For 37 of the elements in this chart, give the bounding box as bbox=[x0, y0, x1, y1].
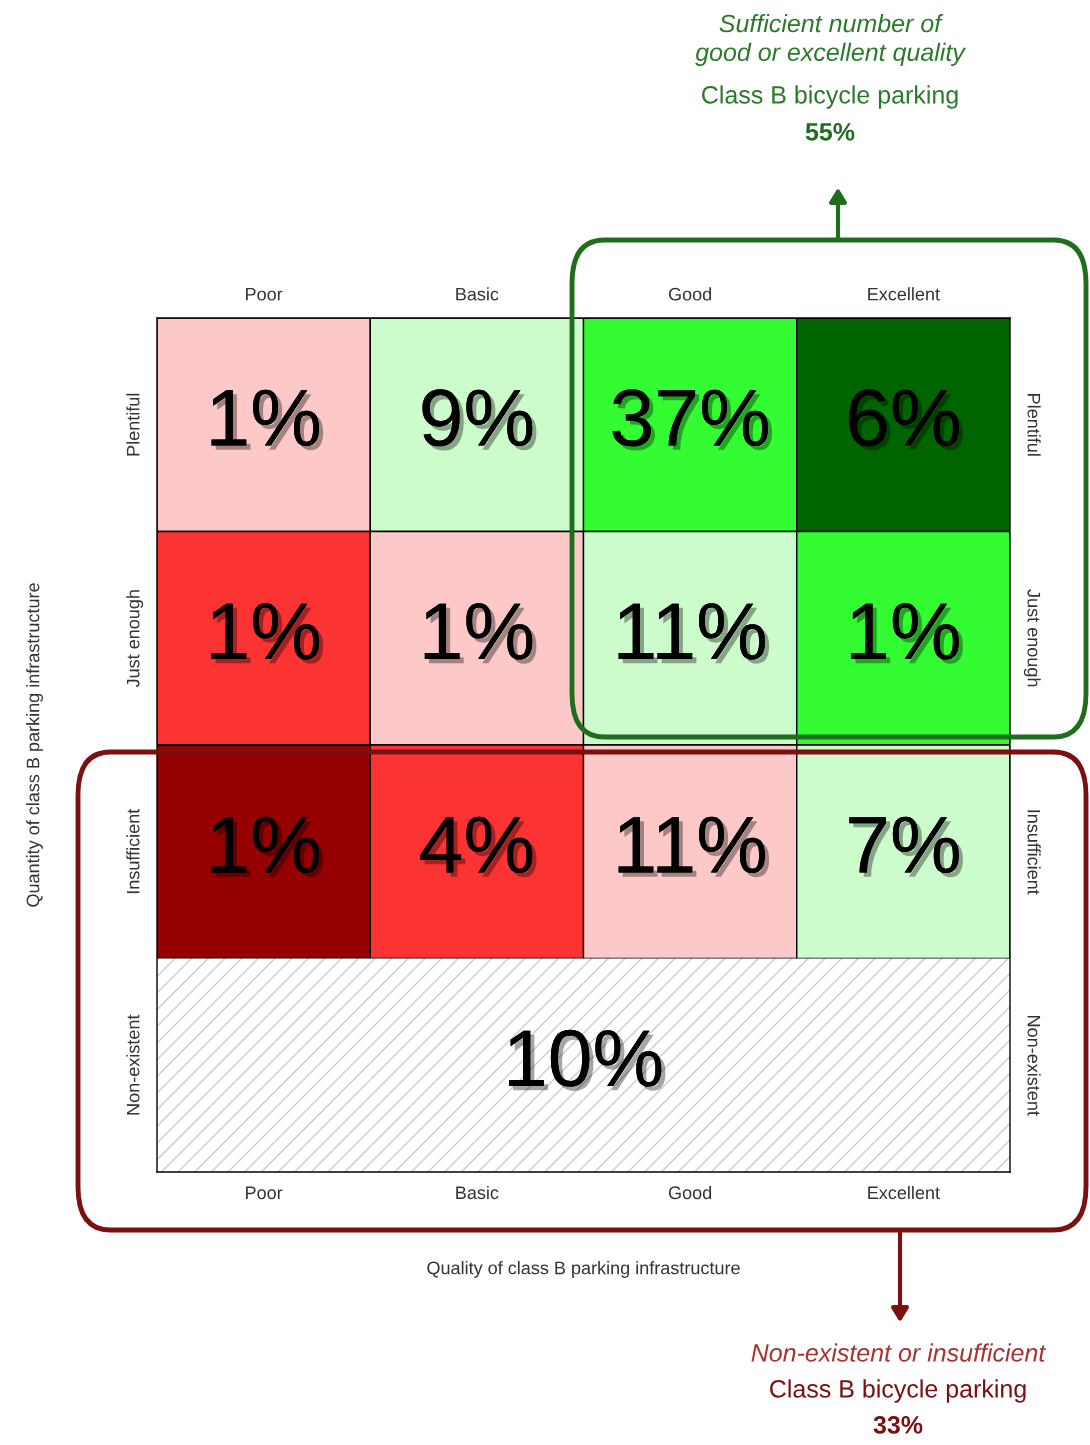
y2-tick-label: Non-existent bbox=[126, 1014, 140, 1115]
data-label: 7% bbox=[849, 816, 963, 878]
text: Sufficient number of good or excellent quality bbox=[695, 13, 967, 67]
y2-tick-label: Just enough bbox=[126, 590, 144, 688]
category-label: Basic bbox=[456, 287, 499, 301]
text: Non-existent or insufficient bbox=[751, 1343, 1047, 1362]
text: Class B bicycle parking bbox=[702, 85, 958, 109]
y-tick-label: Non-existent bbox=[1027, 1016, 1041, 1116]
text: 33% bbox=[873, 1416, 923, 1434]
x-tick-label: Poor bbox=[246, 1186, 283, 1200]
y-tick-label: Just enough bbox=[1023, 589, 1041, 687]
data-label: 4% bbox=[420, 816, 537, 878]
data-label: 1% bbox=[424, 603, 537, 664]
category-label: Excellent bbox=[868, 287, 940, 301]
x-tick-label: Excellent bbox=[868, 1185, 940, 1200]
data-label: 37% bbox=[612, 389, 773, 451]
y-tick-label: Plentiful bbox=[1027, 394, 1041, 456]
x-axis-title: Quality of class B parking infrastructure bbox=[427, 1261, 740, 1278]
data-label: 1% bbox=[851, 603, 963, 664]
data-label: 11% bbox=[618, 816, 770, 878]
x-tick-label: Good bbox=[668, 1185, 712, 1200]
data-label: 9% bbox=[422, 389, 537, 451]
y-tick-label: Insufficient bbox=[1027, 810, 1041, 895]
y-axis-title: Quantity of class B parking infrastructure bbox=[26, 583, 43, 907]
text: Class B bicycle parking bbox=[770, 1379, 1026, 1403]
data-label: 1% bbox=[211, 603, 324, 664]
x-tick-label: Basic bbox=[456, 1185, 499, 1200]
data-label: 1% bbox=[211, 816, 324, 878]
data-label: 6% bbox=[849, 389, 963, 451]
y2-tick-label: Insufficient bbox=[126, 808, 140, 894]
annotation: 10% bbox=[509, 1029, 666, 1092]
y2-tick-label: Plentiful bbox=[126, 393, 140, 456]
data-label: 1% bbox=[211, 389, 324, 451]
data-label: 11% bbox=[618, 603, 770, 664]
category-label: Good bbox=[668, 287, 712, 301]
category-label: Poor bbox=[246, 287, 283, 301]
text: 55% bbox=[805, 123, 855, 141]
